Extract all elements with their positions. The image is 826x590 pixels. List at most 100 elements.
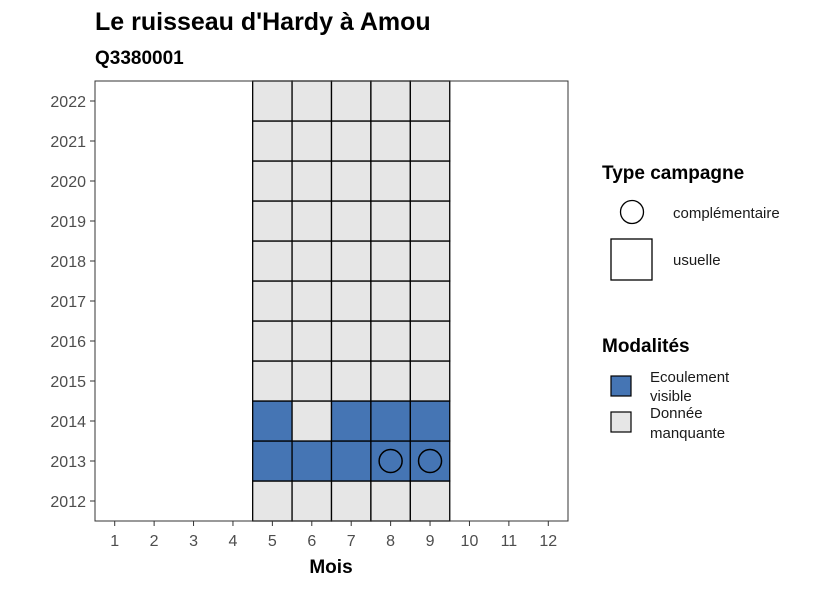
tile-donnee-manquante-2012-6 [291,480,333,522]
legend-label-donnee-line1: Donnée [650,405,703,422]
y-tick-label-2017: 2017 [50,294,86,311]
tile-donnee-manquante-2012-5 [252,480,293,522]
tile-ecoulement-visible-2013-5 [252,440,293,482]
legend-label-ecoulement-line1: Ecoulement [650,369,730,386]
tile-ecoulement-visible-2013-6 [291,440,333,482]
tile-donnee-manquante-2020-6 [291,160,333,202]
tile-donnee-manquante-2022-7 [330,80,372,122]
y-tick-label-2016: 2016 [50,334,86,351]
tile-donnee-manquante-2017-7 [330,280,372,322]
legend-label-ecoulement-line2: visible [650,388,692,405]
x-tick-label-5: 5 [268,533,277,550]
y-axis: 2012 2013 2014 2015 2016 2017 2018 2019 2020 2021… [50,94,95,511]
x-tick-label-12: 12 [539,533,557,550]
tile-donnee-manquante-2021-9 [409,120,451,162]
marker-layer [378,448,443,474]
legend-swatch-ecoulement-visible [610,375,632,397]
tile-donnee-manquante-2014-6 [291,400,333,442]
legend-modalites-title: Modalités [602,336,690,357]
marker-complementaire-2013-8 [378,448,403,474]
tile-donnee-manquante-2015-5 [252,360,293,402]
tile-donnee-manquante-2020-9 [409,160,451,202]
x-tick-label-4: 4 [229,533,238,550]
tile-donnee-manquante-2012-9 [409,480,451,522]
legend-circle-symbol [619,199,645,225]
tile-donnee-manquante-2016-7 [330,320,372,362]
x-axis-title: Mois [309,557,352,578]
legend-label-usuelle: usuelle [673,252,721,269]
tile-layer [252,80,451,522]
plot-area [94,80,569,522]
tile-ecoulement-visible-2014-7 [330,400,372,442]
chart-title: Le ruisseau d'Hardy à Amou [95,8,431,36]
y-tick-label-2018: 2018 [50,254,86,271]
tile-donnee-manquante-2021-7 [330,120,372,162]
x-tick-label-11: 11 [501,533,518,550]
tile-donnee-manquante-2021-6 [291,120,333,162]
tile-donnee-manquante-2019-5 [252,200,293,242]
y-tick-label-2012: 2012 [50,494,86,511]
tile-donnee-manquante-2016-5 [252,320,293,362]
tile-ecoulement-visible-2013-8 [370,440,411,482]
y-tick-label-2022: 2022 [50,94,86,111]
tile-ecoulement-visible-2013-7 [330,440,372,482]
tile-donnee-manquante-2012-7 [330,480,372,522]
chart-subtitle: Q3380001 [95,48,184,69]
y-tick-label-2020: 2020 [50,174,86,191]
tile-donnee-manquante-2021-5 [252,120,293,162]
tile-donnee-manquante-2018-7 [330,240,372,282]
tile-donnee-manquante-2021-8 [370,120,411,162]
tile-donnee-manquante-2012-8 [370,480,411,522]
tile-donnee-manquante-2016-8 [370,320,411,362]
tile-donnee-manquante-2020-5 [252,160,293,202]
tile-ecoulement-visible-2014-8 [370,400,411,442]
tile-donnee-manquante-2020-7 [330,160,372,202]
y-tick-label-2014: 2014 [50,414,86,431]
x-tick-label-1: 1 [110,533,119,550]
y-tick-label-2019: 2019 [50,214,86,231]
tile-ecoulement-visible-2014-9 [409,400,451,442]
x-axis: 1 2 3 4 5 6 7 8 9 10 11 12 [110,521,557,550]
tile-donnee-manquante-2015-6 [291,360,333,402]
x-tick-label-3: 3 [189,533,198,550]
legend-square-symbol [610,238,653,281]
tile-donnee-manquante-2019-7 [330,200,372,242]
tile-ecoulement-visible-2013-9 [409,440,451,482]
legend-label-complementaire: complémentaire [673,205,780,222]
tile-donnee-manquante-2018-9 [409,240,451,282]
x-tick-label-2: 2 [150,533,159,550]
tile-donnee-manquante-2019-8 [370,200,411,242]
x-tick-label-7: 7 [347,533,356,550]
tile-donnee-manquante-2017-9 [409,280,451,322]
tile-donnee-manquante-2017-8 [370,280,411,322]
tile-donnee-manquante-2019-6 [291,200,333,242]
tile-donnee-manquante-2022-8 [370,80,411,122]
x-tick-label-10: 10 [461,533,479,550]
legend-swatch-donnee-manquante [610,411,632,433]
tile-donnee-manquante-2018-6 [291,240,333,282]
tile-donnee-manquante-2018-8 [370,240,411,282]
x-tick-label-9: 9 [426,533,435,550]
y-tick-label-2013: 2013 [50,454,86,471]
tile-donnee-manquante-2017-6 [291,280,333,322]
tile-donnee-manquante-2022-9 [409,80,451,122]
marker-complementaire-2013-9 [417,448,443,474]
tile-donnee-manquante-2018-5 [252,240,293,282]
legend-type-campagne: Type campagne complémentaire usuelle [602,163,780,281]
y-tick-label-2015: 2015 [50,374,86,391]
tile-donnee-manquante-2015-7 [330,360,372,402]
legend-campagne-title: Type campagne [602,163,744,184]
tile-donnee-manquante-2016-9 [409,320,451,362]
x-tick-label-8: 8 [386,533,395,550]
x-tick-label-6: 6 [307,533,316,550]
tile-donnee-manquante-2016-6 [291,320,333,362]
tile-ecoulement-visible-2014-5 [252,400,293,442]
tile-donnee-manquante-2022-6 [291,80,333,122]
tile-donnee-manquante-2022-5 [252,80,293,122]
tile-donnee-manquante-2015-8 [370,360,411,402]
tile-donnee-manquante-2020-8 [370,160,411,202]
tile-donnee-manquante-2017-5 [252,280,293,322]
y-tick-label-2021: 2021 [50,134,86,151]
legend-label-donnee-line2: manquante [650,425,725,442]
